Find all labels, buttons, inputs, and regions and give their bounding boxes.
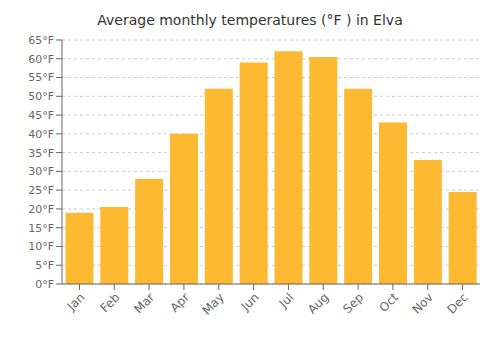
svg-text:May: May — [199, 290, 226, 317]
svg-text:30°F: 30°F — [28, 165, 54, 178]
svg-text:Dec: Dec — [444, 290, 470, 316]
svg-text:55°F: 55°F — [28, 71, 54, 84]
svg-text:15°F: 15°F — [28, 222, 54, 235]
svg-text:Nov: Nov — [409, 290, 435, 316]
svg-text:40°F: 40°F — [28, 128, 54, 141]
svg-text:0°F: 0°F — [35, 278, 54, 291]
svg-text:50°F: 50°F — [28, 90, 54, 103]
svg-text:25°F: 25°F — [28, 184, 54, 197]
svg-text:5°F: 5°F — [35, 259, 54, 272]
svg-text:Oct: Oct — [376, 290, 401, 315]
svg-text:65°F: 65°F — [28, 34, 54, 47]
svg-text:Mar: Mar — [131, 290, 157, 316]
svg-text:Jun: Jun — [238, 290, 262, 314]
svg-text:Apr: Apr — [167, 290, 192, 315]
svg-text:Aug: Aug — [305, 290, 331, 316]
html-text:Average monthly temperatures (: Average monthly temperatures (°F ) in El… — [97, 12, 403, 28]
svg-text:Feb: Feb — [97, 290, 122, 315]
svg-text:Jul: Jul — [276, 290, 297, 311]
svg-text:60°F: 60°F — [28, 53, 54, 66]
svg-text:20°F: 20°F — [28, 203, 54, 216]
svg-text:10°F: 10°F — [28, 240, 54, 253]
svg-text:35°F: 35°F — [28, 147, 54, 160]
svg-text:Jan: Jan — [64, 290, 88, 314]
svg-text:45°F: 45°F — [28, 109, 54, 122]
svg-text:Sep: Sep — [340, 290, 366, 316]
